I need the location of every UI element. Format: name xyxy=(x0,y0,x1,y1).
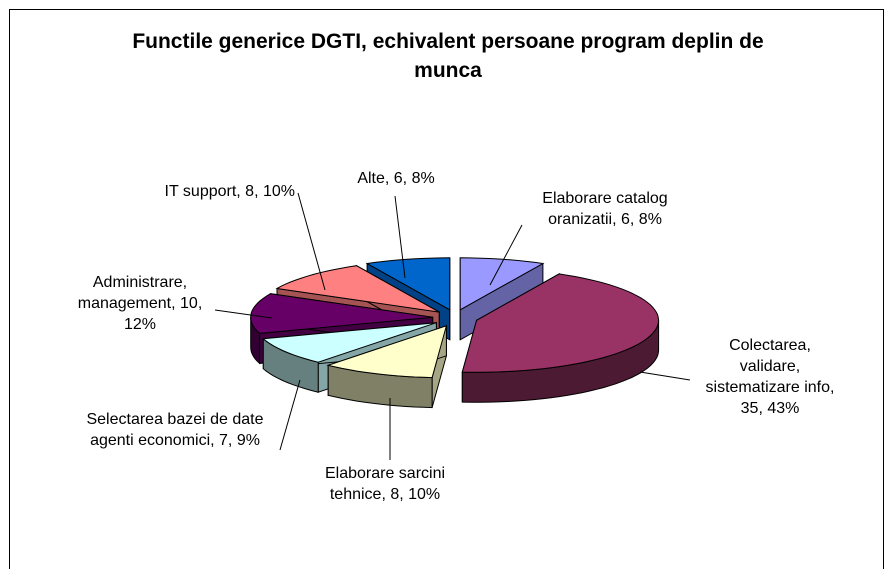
data-label: Elaborare catalog oranizatii, 6, 8% xyxy=(542,190,667,228)
label-line: 35, 43% xyxy=(741,400,800,417)
slice-top xyxy=(250,293,433,334)
label-line: sistematizare info, xyxy=(706,379,835,396)
data-label: IT support, 8, 10% xyxy=(165,183,295,200)
pie-slice xyxy=(461,273,660,403)
slice-top xyxy=(326,325,448,379)
slice-top xyxy=(461,273,660,373)
label-line: Colectarea, xyxy=(729,337,811,354)
label-line: Administrare, xyxy=(93,274,187,291)
label-line: Alte, 6, 8% xyxy=(357,170,434,187)
label-line: munca xyxy=(414,59,482,82)
leader-line xyxy=(394,195,406,279)
pie-slice xyxy=(326,325,448,409)
label-line: oranizatii, 6, 8% xyxy=(548,211,662,228)
label-line: tehnice, 8, 10% xyxy=(330,486,440,503)
label-line: Elaborare sarcini xyxy=(325,465,445,482)
data-label: Alte, 6, 8% xyxy=(357,170,434,187)
chart-title: Functile generice DGTI, echivalent perso… xyxy=(132,30,763,82)
leader-line xyxy=(279,379,301,451)
leader-line xyxy=(297,192,326,291)
label-line: Selectarea bazei de date xyxy=(86,411,263,428)
data-label: Administrare, management, 10, 12% xyxy=(78,274,203,333)
leader-line xyxy=(489,224,523,286)
slice-top xyxy=(365,257,451,311)
data-label: Elaborare sarcini tehnice, 8, 10% xyxy=(325,465,445,503)
label-line: management, 10, xyxy=(78,295,203,312)
slice-top xyxy=(459,257,545,311)
data-label: Colectarea, validare, sistematizare info, 3… xyxy=(706,337,835,417)
slice-top xyxy=(262,322,437,363)
slice-top xyxy=(275,265,440,313)
leader-line xyxy=(214,309,273,319)
label-line: Functile generice DGTI, echivalent perso… xyxy=(132,30,763,53)
label-line: 12% xyxy=(124,316,156,333)
data-label: Selectarea bazei de date agenti economici… xyxy=(86,411,263,449)
label-line: agenti economici, 7, 9% xyxy=(90,432,260,449)
label-line: IT support, 8, 10% xyxy=(165,183,295,200)
label-line: validare, xyxy=(740,358,800,375)
label-line: Elaborare catalog xyxy=(542,190,667,207)
leader-line xyxy=(639,371,691,381)
